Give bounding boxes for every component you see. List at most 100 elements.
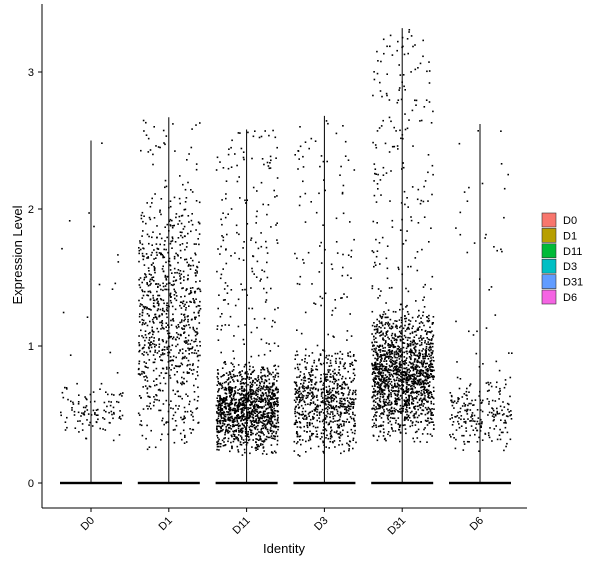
data-point — [187, 395, 189, 397]
data-point — [236, 436, 238, 439]
data-point — [412, 368, 415, 371]
data-point — [394, 373, 397, 375]
data-point — [227, 303, 230, 305]
data-point — [316, 419, 318, 422]
data-point — [315, 435, 317, 438]
data-point — [268, 378, 270, 381]
data-point — [231, 370, 234, 372]
data-point — [349, 402, 351, 405]
data-point — [221, 313, 223, 315]
data-point — [144, 274, 147, 276]
data-point — [262, 368, 265, 371]
data-point — [237, 449, 239, 451]
data-point — [181, 397, 183, 400]
data-point — [346, 330, 349, 332]
data-point — [335, 357, 337, 360]
data-point — [148, 347, 150, 350]
data-point — [380, 60, 382, 63]
data-point — [263, 270, 266, 273]
data-point — [410, 355, 413, 357]
data-point — [297, 390, 300, 393]
data-point — [170, 224, 172, 227]
data-point — [224, 399, 226, 402]
data-point — [392, 390, 395, 392]
data-point — [331, 389, 334, 392]
data-point — [384, 374, 387, 376]
data-point — [224, 405, 227, 407]
data-point — [404, 424, 406, 426]
data-point — [426, 362, 428, 365]
data-point — [389, 34, 392, 37]
data-point — [418, 370, 421, 372]
data-point — [249, 452, 251, 455]
data-point — [327, 403, 330, 406]
data-point — [258, 417, 261, 420]
data-point — [270, 402, 272, 405]
data-point — [427, 320, 430, 323]
data-point — [396, 339, 398, 342]
data-point — [406, 350, 408, 353]
data-point — [397, 368, 399, 370]
data-point — [373, 265, 375, 268]
data-point — [408, 328, 410, 330]
data-point — [258, 384, 261, 387]
data-point — [229, 373, 231, 375]
data-point — [379, 294, 381, 297]
data-point — [171, 305, 174, 308]
data-point — [412, 398, 414, 400]
data-point — [184, 248, 186, 251]
data-point — [383, 327, 386, 329]
data-point — [329, 432, 332, 435]
data-point — [308, 421, 311, 424]
data-point — [294, 358, 296, 360]
data-point — [342, 403, 344, 405]
data-point — [266, 161, 269, 164]
data-point — [341, 400, 343, 403]
data-point — [274, 364, 276, 367]
data-point — [379, 406, 382, 408]
data-point — [154, 316, 157, 318]
data-point — [275, 425, 278, 428]
data-point — [311, 410, 314, 412]
data-point — [373, 78, 376, 81]
data-point — [405, 396, 407, 399]
data-point — [111, 393, 113, 396]
data-point — [192, 326, 194, 329]
data-point — [239, 430, 242, 432]
data-point — [266, 397, 269, 400]
data-point — [432, 334, 435, 337]
data-point — [307, 391, 310, 394]
data-point — [163, 423, 165, 426]
data-point — [162, 353, 164, 356]
data-point — [299, 126, 301, 128]
data-point — [142, 294, 145, 297]
data-point — [218, 406, 220, 409]
data-point — [383, 398, 385, 401]
data-point — [407, 374, 410, 376]
data-point — [413, 336, 416, 338]
data-point — [380, 389, 383, 392]
data-point — [85, 397, 87, 400]
data-point — [406, 373, 408, 375]
data-point — [432, 342, 434, 345]
data-point — [181, 319, 183, 321]
data-point — [277, 391, 279, 393]
data-point — [182, 356, 184, 359]
data-point — [311, 379, 313, 381]
data-point — [251, 425, 253, 428]
data-point — [418, 352, 420, 355]
data-point — [388, 287, 391, 289]
data-point — [393, 372, 395, 375]
data-point — [162, 282, 164, 285]
data-point — [408, 403, 411, 405]
data-point — [332, 376, 335, 379]
data-point — [346, 406, 349, 408]
data-point — [422, 299, 424, 301]
data-point — [228, 423, 230, 426]
data-point — [295, 442, 298, 445]
data-point — [176, 336, 179, 338]
data-point — [256, 406, 259, 409]
data-point — [388, 378, 391, 380]
data-point — [407, 344, 410, 347]
